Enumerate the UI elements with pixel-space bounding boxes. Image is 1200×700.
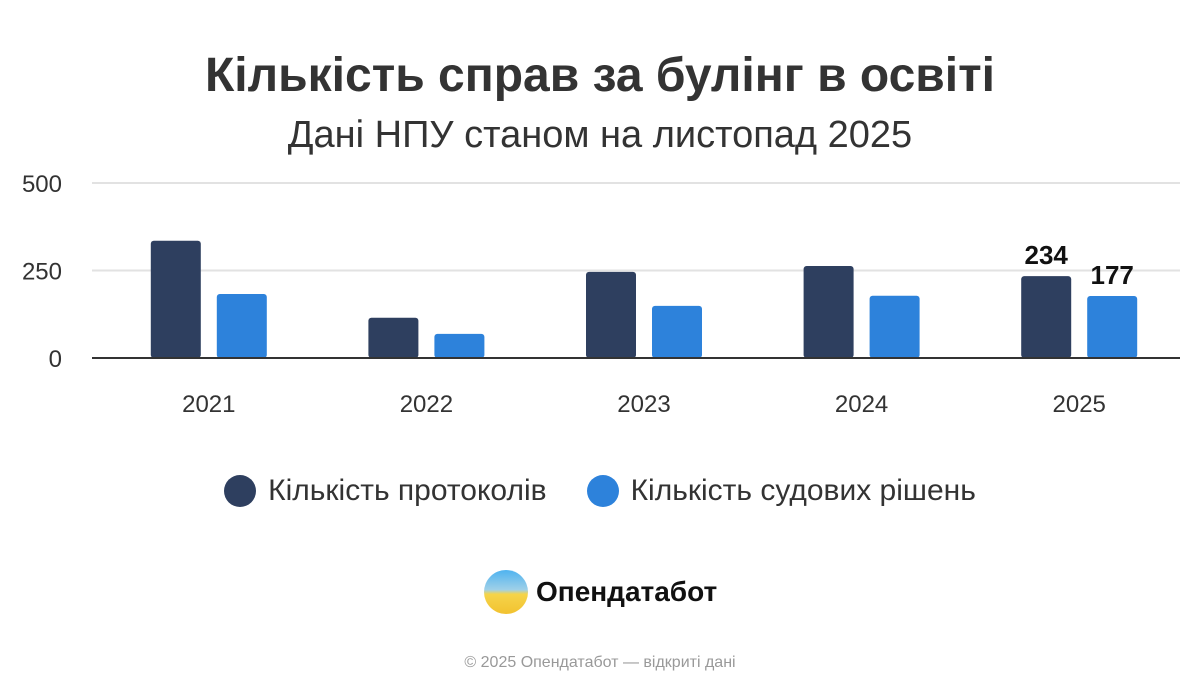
bar-2024-protocols — [803, 265, 854, 358]
logo: Опендатабот — [484, 570, 717, 614]
legend-label: Кількість протоколів — [268, 474, 547, 507]
legend-item-court-decisions[interactable]: Кількість судових рішень — [586, 474, 976, 508]
bar-2022-protocols — [368, 317, 419, 358]
legend-item-protocols[interactable]: Кількість протоколів — [224, 474, 547, 508]
x-tick-label: 2021 — [182, 391, 235, 418]
legend-swatch — [224, 475, 257, 507]
bar-2024-court-decisions — [869, 295, 920, 358]
bar-2021-court-decisions — [216, 293, 267, 358]
x-tick-label: 2022 — [400, 391, 453, 418]
bar-2025-protocols — [1021, 276, 1072, 358]
legend: Кількість протоколів Кількість судових р… — [0, 474, 1200, 508]
bar-2021-protocols — [150, 240, 201, 358]
logo-text: Опендатабот — [536, 576, 718, 607]
bar-2022-court-decisions — [434, 333, 485, 358]
chart-title: Кількість справ за булінг в освіті — [205, 49, 995, 102]
bar-2025-court-decisions — [1087, 296, 1138, 358]
y-tick-label: 500 — [22, 171, 62, 198]
bar-2023-court-decisions — [652, 305, 702, 358]
x-tick-label: 2024 — [835, 391, 888, 418]
logo-icon — [484, 570, 528, 614]
x-tick-label: 2025 — [1053, 391, 1106, 418]
data-label: 177 — [1091, 260, 1134, 290]
bar-chart: 0 250 500 2021 2022 2023 2024 2025 234 177 — [22, 171, 1180, 418]
y-tick-label: 250 — [22, 259, 62, 286]
bar-2023-protocols — [586, 271, 636, 358]
footer: © 2025 Опендатабот — відкриті дані — [464, 654, 736, 671]
data-label: 234 — [1025, 240, 1069, 270]
legend-label: Кількість судових рішень — [630, 474, 976, 507]
chart-subtitle: Дані НПУ станом на листопад 2025 — [287, 114, 913, 156]
x-tick-label: 2023 — [617, 391, 670, 418]
y-tick-label: 0 — [49, 346, 62, 373]
legend-swatch — [586, 475, 619, 507]
